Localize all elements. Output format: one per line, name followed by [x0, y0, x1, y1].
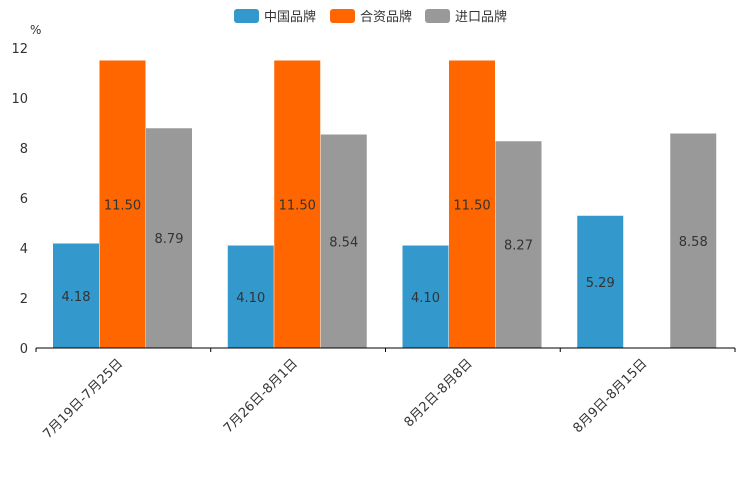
- legend-swatch[interactable]: [330, 9, 355, 23]
- data-label: 4.10: [236, 291, 265, 306]
- y-tick-label: 6: [20, 192, 28, 207]
- x-axis: 7月19日-7月25日 7月26日-8月1日 8月2日-8月8日 8月9日-8月15日: [36, 348, 735, 442]
- bar-chart: 中国品牌 合资品牌 进口品牌 % 024681012 4.1811.508.794.…: [0, 0, 744, 496]
- x-category-label: 8月2日-8月8日: [402, 356, 476, 430]
- legend: 中国品牌 合资品牌 进口品牌: [234, 9, 507, 25]
- y-tick-label: 2: [20, 292, 28, 307]
- legend-swatch[interactable]: [425, 9, 450, 23]
- legend-label[interactable]: 合资品牌: [360, 9, 412, 25]
- y-tick-label: 8: [20, 142, 28, 157]
- data-label: 11.50: [453, 198, 490, 213]
- y-tick-label: 10: [11, 92, 28, 107]
- data-label: 8.54: [329, 235, 358, 250]
- legend-swatch[interactable]: [234, 9, 259, 23]
- data-label: 11.50: [279, 198, 316, 213]
- legend-label[interactable]: 进口品牌: [455, 9, 507, 25]
- x-category-label: 8月9日-8月15日: [571, 356, 651, 436]
- y-tick-label: 0: [20, 342, 28, 357]
- y-axis-unit-label: %: [30, 23, 41, 37]
- data-label: 4.10: [411, 291, 440, 306]
- y-axis: 0 2 4 6 8 10 12: [11, 42, 28, 357]
- data-label: 8.27: [504, 239, 533, 254]
- bars: 4.18 11.50 8.79 4.10 11.50 8.54 4.10 11.50 8.27 5…: [53, 61, 716, 349]
- data-label: 8.79: [155, 232, 184, 247]
- data-label: 4.18: [62, 290, 91, 305]
- data-label: 5.29: [586, 276, 615, 291]
- y-tick-label: 12: [11, 42, 28, 57]
- x-category-label: 7月26日-8月1日: [221, 356, 301, 436]
- x-category-label: 7月19日-7月25日: [40, 356, 126, 442]
- legend-label[interactable]: 中国品牌: [264, 9, 316, 25]
- y-tick-label: 4: [20, 242, 28, 257]
- data-label: 8.58: [679, 235, 708, 250]
- data-label: 11.50: [104, 198, 141, 213]
